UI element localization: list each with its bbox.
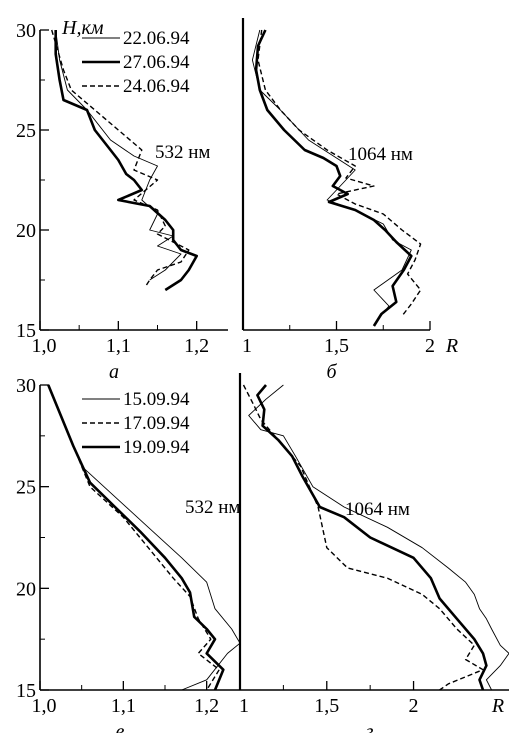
y-tick-label: 30	[16, 20, 36, 42]
series-line-24-06-94	[257, 29, 422, 317]
y-axis-label: H,км	[61, 17, 104, 39]
series-line-17-09-94	[242, 384, 484, 691]
y-tick-label: 30	[16, 375, 36, 397]
series-line-19-09-94	[256, 384, 488, 691]
x-tick-label: 2	[425, 335, 435, 357]
x-tick-label: 1,5	[324, 335, 349, 357]
x-tick-label: 1	[242, 335, 252, 357]
x-tick-label: 1,2	[184, 335, 209, 357]
x-tick-label: 2	[409, 695, 419, 717]
y-tick-label: 20	[16, 220, 36, 242]
wavelength-label: 1064 нм	[348, 144, 413, 165]
x-tick-label: 1,1	[106, 335, 131, 357]
y-tick-label: 15	[16, 320, 36, 342]
panel-label: г	[366, 721, 374, 733]
x-axis-label: R	[491, 695, 504, 717]
x-tick-label: 1,0	[32, 695, 57, 717]
y-tick-label: 25	[16, 477, 36, 499]
x-tick-label: 1,5	[314, 695, 339, 717]
wavelength-label: 532 нм	[155, 142, 210, 163]
wavelength-label: 532 нм	[185, 497, 240, 518]
series-line-15-09-94	[248, 384, 509, 691]
legend-label: 17.09.94	[123, 413, 190, 434]
panel-label: б	[326, 361, 337, 383]
panel-label: а	[109, 361, 119, 383]
y-tick-label: 20	[16, 578, 36, 600]
x-axis-label: R	[445, 335, 458, 357]
x-tick-label: 1,0	[32, 335, 57, 357]
legend-label: 24.06.94	[123, 76, 190, 97]
x-tick-label: 1,1	[111, 695, 136, 717]
legend-label: 19.09.94	[123, 437, 190, 458]
y-tick-label: 15	[16, 680, 36, 702]
x-tick-label: 1	[239, 695, 249, 717]
series-line-19-09-94	[47, 384, 225, 691]
legend-label: 15.09.94	[123, 389, 190, 410]
y-tick-label: 25	[16, 120, 36, 142]
wavelength-label: 1064 нм	[345, 499, 410, 520]
panel-label: в	[116, 721, 125, 733]
series-line-27-06-94	[54, 30, 198, 292]
x-tick-label: 1,2	[194, 695, 219, 717]
series-line-22-06-94	[251, 29, 412, 321]
series-line-27-06-94	[254, 29, 413, 327]
series-line-24-06-94	[51, 29, 190, 287]
legend-label: 27.06.94	[123, 52, 190, 73]
legend-label: 22.06.94	[123, 28, 190, 49]
